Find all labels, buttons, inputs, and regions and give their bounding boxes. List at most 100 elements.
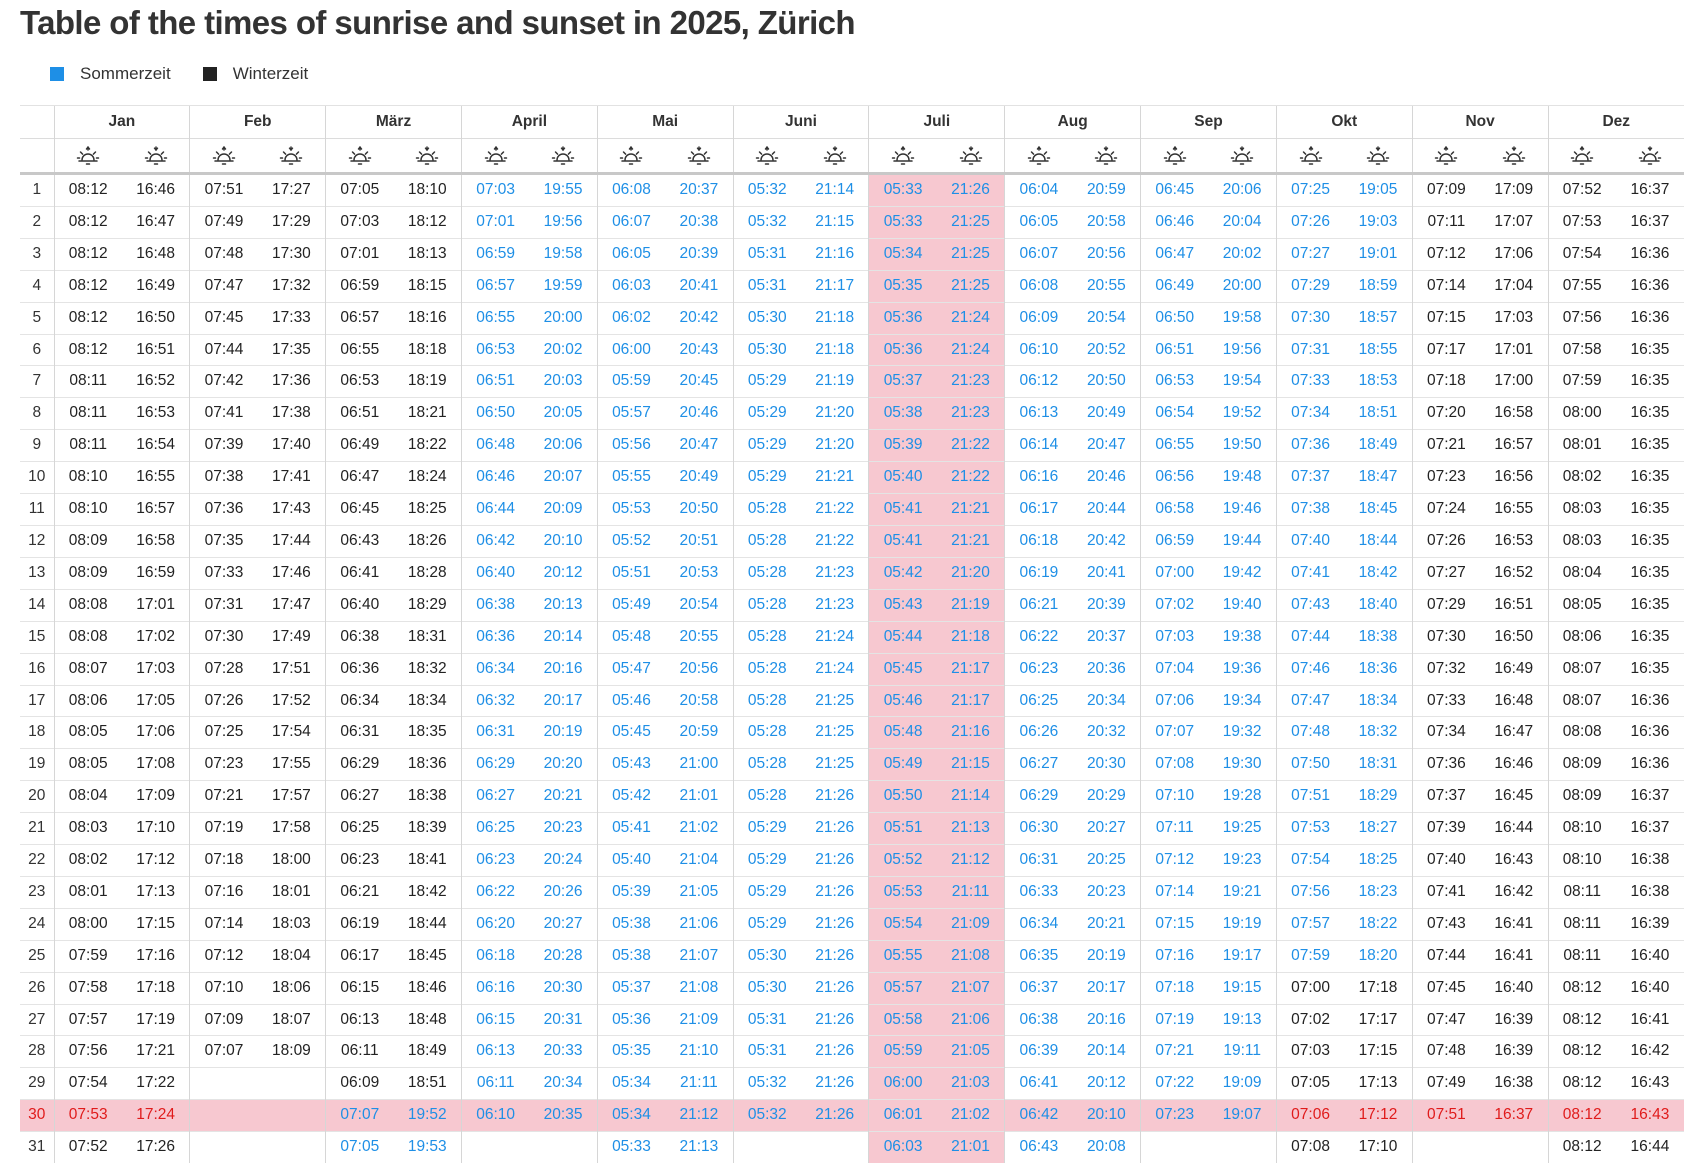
sunrise-time-cell: 06:08 [597, 174, 665, 207]
sunrise-time-cell: 07:31 [190, 589, 258, 621]
sunrise-time-cell: 06:34 [1005, 908, 1073, 940]
sunrise-time-cell: 05:32 [733, 174, 801, 207]
sunset-time-cell: 17:02 [122, 621, 190, 653]
sunset-time-cell: 17:27 [258, 174, 326, 207]
sunrise-time-cell: 06:11 [326, 1036, 394, 1068]
sunset-time-cell: 21:19 [801, 366, 869, 398]
sunrise-time-cell: 08:10 [54, 494, 122, 526]
sunset-time-cell: 20:14 [529, 621, 597, 653]
sunset-time-cell: 19:25 [1208, 813, 1276, 845]
sunset-time-cell: 20:00 [529, 302, 597, 334]
sunset-time-cell [529, 1132, 597, 1163]
sunrise-time-cell: 06:19 [326, 908, 394, 940]
sunset-time-cell: 19:03 [1344, 206, 1412, 238]
sunset-time-cell: 18:57 [1344, 302, 1412, 334]
sunset-time-cell: 18:12 [394, 206, 462, 238]
sunrise-time-cell: 07:07 [326, 1100, 394, 1132]
sunset-time-cell: 16:51 [122, 334, 190, 366]
sunset-time-cell: 20:21 [529, 781, 597, 813]
sunrise-time-cell: 07:06 [1141, 685, 1209, 717]
sunrise-icon [619, 145, 643, 165]
sunset-time-cell: 16:57 [1480, 430, 1548, 462]
sunrise-time-cell: 07:11 [1141, 813, 1209, 845]
sunset-time-cell: 20:05 [529, 398, 597, 430]
sunset-time-cell: 16:43 [1616, 1068, 1684, 1100]
sunrise-time-cell: 06:21 [1005, 589, 1073, 621]
sunset-time-cell: 16:36 [1616, 302, 1684, 334]
sunrise-time-cell: 06:03 [869, 1132, 937, 1163]
sunset-time-cell: 20:43 [665, 334, 733, 366]
sunrise-time-cell: 07:59 [54, 940, 122, 972]
sunrise-time-cell: 08:11 [1548, 908, 1616, 940]
sunrise-time-cell: 06:47 [326, 462, 394, 494]
sunset-time-cell: 20:49 [1073, 398, 1141, 430]
sunrise-time-cell: 07:43 [1412, 908, 1480, 940]
sunrise-time-cell: 06:23 [461, 845, 529, 877]
sunset-time-cell: 17:58 [258, 813, 326, 845]
month-header: April [461, 106, 597, 139]
sunrise-time-cell: 07:36 [1276, 430, 1344, 462]
sunset-time-cell: 20:08 [1073, 1132, 1141, 1163]
month-header: Juni [733, 106, 869, 139]
sunrise-icon [212, 145, 236, 165]
sunrise-time-cell: 08:10 [1548, 813, 1616, 845]
sunrise-time-cell: 07:00 [1141, 557, 1209, 589]
sunrise-time-cell: 07:41 [1412, 876, 1480, 908]
day-number: 26 [20, 972, 54, 1004]
sunrise-time-cell: 06:55 [1141, 430, 1209, 462]
sunrise-time-cell: 05:29 [733, 398, 801, 430]
sunset-time-cell: 16:42 [1480, 876, 1548, 908]
sunrise-time-cell: 05:49 [869, 749, 937, 781]
sunrise-time-cell: 05:40 [597, 845, 665, 877]
sunrise-time-cell: 05:28 [733, 525, 801, 557]
sunrise-time-cell: 06:25 [326, 813, 394, 845]
sunrise-time-cell: 06:51 [326, 398, 394, 430]
sunrise-time-cell: 07:04 [1141, 653, 1209, 685]
sunrise-time-cell: 08:12 [54, 206, 122, 238]
sunrise-column-header [1141, 139, 1209, 174]
sunrise-time-cell: 05:39 [869, 430, 937, 462]
month-header: Aug [1005, 106, 1141, 139]
sunrise-time-cell: 07:30 [1276, 302, 1344, 334]
sunrise-time-cell: 06:15 [461, 1004, 529, 1036]
sunset-time-cell: 18:38 [1344, 621, 1412, 653]
day-number: 27 [20, 1004, 54, 1036]
sunset-time-cell: 17:18 [122, 972, 190, 1004]
sunrise-time-cell: 05:28 [733, 653, 801, 685]
month-header: Okt [1276, 106, 1412, 139]
sunrise-time-cell: 06:31 [461, 717, 529, 749]
sunrise-time-cell: 05:46 [597, 685, 665, 717]
sunrise-column-header [1005, 139, 1073, 174]
sunrise-time-cell: 05:30 [733, 334, 801, 366]
sunrise-time-cell: 07:38 [190, 462, 258, 494]
sunset-time-cell: 17:24 [122, 1100, 190, 1132]
sunset-icon [279, 145, 303, 165]
sunrise-time-cell: 05:38 [869, 398, 937, 430]
sunrise-time-cell: 06:34 [326, 685, 394, 717]
sunset-time-cell: 17:29 [258, 206, 326, 238]
sunrise-time-cell: 05:31 [733, 1036, 801, 1068]
sunrise-time-cell: 08:00 [54, 908, 122, 940]
sunrise-time-cell: 07:25 [190, 717, 258, 749]
sunrise-time-cell: 06:50 [461, 398, 529, 430]
sunrise-time-cell: 07:36 [190, 494, 258, 526]
sunrise-time-cell: 06:14 [1005, 430, 1073, 462]
sunset-time-cell: 21:23 [801, 557, 869, 589]
day-number: 28 [20, 1036, 54, 1068]
sunrise-time-cell: 05:38 [597, 908, 665, 940]
sunset-time-cell: 20:31 [529, 1004, 597, 1036]
sunset-time-cell: 18:36 [1344, 653, 1412, 685]
sunrise-time-cell: 08:01 [54, 876, 122, 908]
sunset-time-cell: 16:35 [1616, 557, 1684, 589]
sunset-time-cell: 21:16 [801, 238, 869, 270]
sunset-time-cell: 21:26 [801, 781, 869, 813]
sunset-time-cell: 16:44 [1480, 813, 1548, 845]
sunrise-time-cell: 08:03 [54, 813, 122, 845]
sunset-time-cell: 20:42 [1073, 525, 1141, 557]
sunrise-time-cell: 07:25 [1276, 174, 1344, 207]
day-number: 22 [20, 845, 54, 877]
sunrise-time-cell: 06:41 [326, 557, 394, 589]
